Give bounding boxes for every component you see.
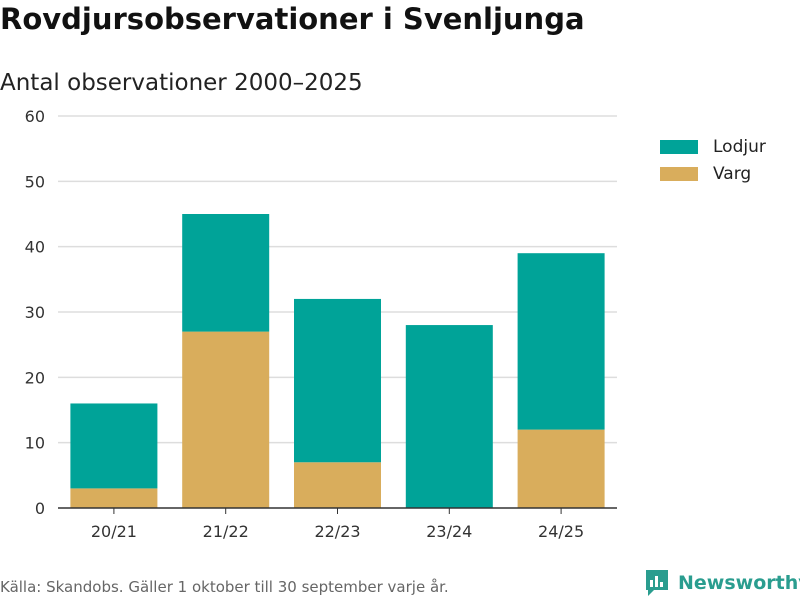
bar-varg-22-23[interactable] [294,462,381,508]
y-tick-label: 30 [25,303,45,322]
chart-title: Rovdjursobservationer i Svenljunga [0,2,585,36]
legend-swatch-lodjur [660,139,698,154]
brand-logo[interactable]: Newsworthy [644,568,800,598]
bar-lodjur-20-21[interactable] [70,403,158,489]
legend: Lodjur Varg [660,133,766,187]
chart-subtitle: Antal observationer 2000–2025 [0,70,363,96]
bar-lodjur-23-24[interactable] [405,325,493,508]
y-tick-label: 10 [25,434,45,453]
bar-lodjur-22-23[interactable] [294,298,381,463]
y-tick-label: 40 [25,238,45,257]
y-tick-label: 0 [35,499,45,518]
x-tick-label: 24/25 [538,522,584,541]
x-tick-label: 20/21 [91,522,137,541]
legend-label-lodjur: Lodjur [713,136,766,157]
newsworthy-icon [646,570,668,596]
x-tick-label: 22/23 [314,522,360,541]
source-note: Källa: Skandobs. Gäller 1 oktober till 3… [0,578,449,596]
legend-swatch-varg [660,166,698,181]
bar-varg-21-22[interactable] [182,331,270,508]
legend-item-varg: Varg [660,160,766,187]
legend-item-lodjur: Lodjur [660,133,766,160]
y-tick-label: 50 [25,172,45,191]
y-tick-label: 60 [25,107,45,126]
y-tick-label: 20 [25,368,45,387]
x-tick-label: 23/24 [426,522,472,541]
bar-varg-20-21[interactable] [70,488,158,508]
bar-lodjur-21-22[interactable] [182,214,270,332]
brand-name: Newsworthy [678,572,800,594]
x-tick-label: 21/22 [203,522,249,541]
legend-label-varg: Varg [713,163,752,184]
bar-varg-24-25[interactable] [517,429,605,508]
bar-lodjur-24-25[interactable] [517,253,605,430]
